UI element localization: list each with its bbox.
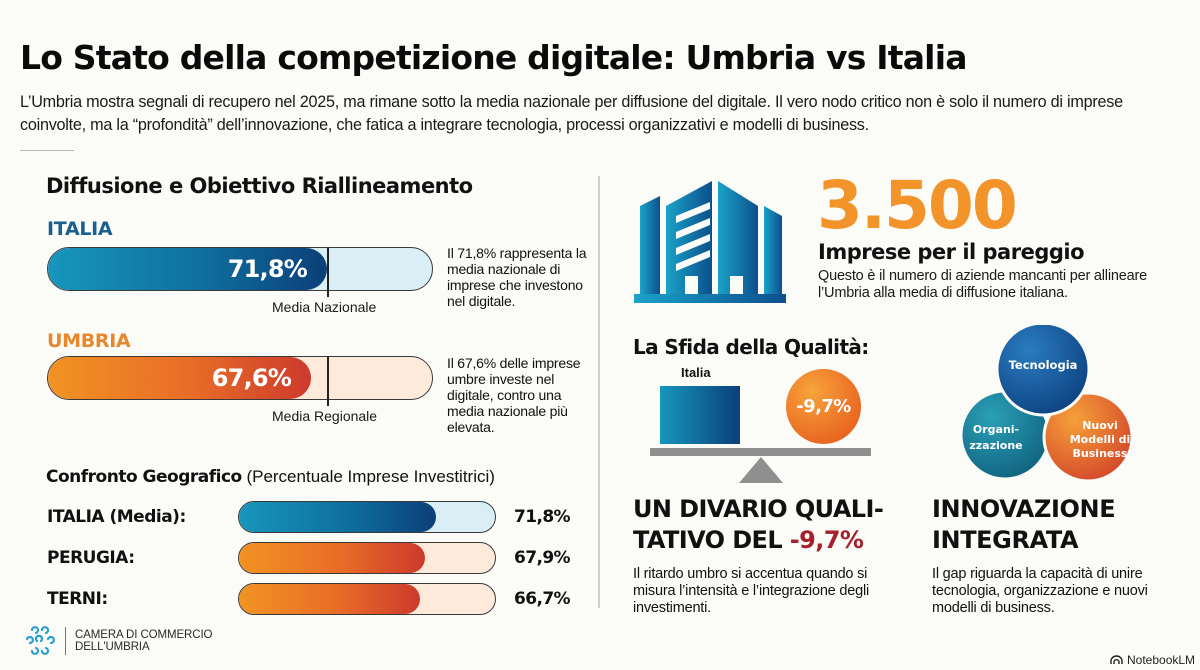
building-icon xyxy=(634,181,786,303)
camera-commercio-logo: CAMERA DI COMMERCIO DELL'UMBRIA xyxy=(22,624,212,658)
umbria-note: Il 67,6% delle imprese umbre investe nel… xyxy=(447,355,581,435)
logo-line-2: DELL'UMBRIA xyxy=(75,641,150,653)
venn-label-organizzazione-1: Organi- xyxy=(973,423,1019,436)
geo-bar-fill xyxy=(239,584,420,614)
venn-label-organizzazione-2: zzazione xyxy=(969,439,1022,452)
innovazione-line-1: INNOVAZIONE xyxy=(932,495,1116,523)
divario-headline: UN DIVARIO QUALI- TATIVO DEL -9,7% xyxy=(633,494,903,556)
geo-row-value: 66,7% xyxy=(514,589,571,609)
stat-description: Questo è il numero di aziende mancanti p… xyxy=(818,268,1147,301)
watermark-text: NotebookLM xyxy=(1127,653,1196,667)
scale-italia-block xyxy=(660,386,740,444)
scale-gap-value: -9,7% xyxy=(796,396,851,417)
venn-circle-business xyxy=(1042,391,1134,483)
scale-fulcrum-icon xyxy=(739,457,783,483)
venn-label-business-1: Nuovi xyxy=(1082,419,1118,432)
umbria-progress-bar: 67,6% xyxy=(47,356,433,400)
vertical-divider xyxy=(598,176,600,608)
geo-row-value: 67,9% xyxy=(514,548,571,568)
umbria-marker-line xyxy=(327,356,329,406)
italia-marker-line xyxy=(327,247,329,297)
geo-row-value: 71,8% xyxy=(514,507,571,527)
geo-bar-italia xyxy=(238,501,496,533)
scale-beam xyxy=(650,448,871,456)
quality-title: La Sfida della Qualità: xyxy=(633,335,869,359)
italia-caption: Media Nazionale xyxy=(272,299,377,315)
umbria-bar-value: 67,6% xyxy=(211,364,292,392)
logo-separator xyxy=(65,627,66,655)
geo-bar-fill xyxy=(239,502,436,532)
divario-line-1: UN DIVARIO QUALI- xyxy=(633,495,884,523)
stat-number: 3.500 xyxy=(817,167,1018,244)
italia-label: ITALIA xyxy=(47,218,113,240)
innovazione-line-2: INTEGRATA xyxy=(932,526,1079,554)
section-title-diffusione: Diffusione e Obiettivo Riallineamento xyxy=(46,174,473,198)
notebooklm-watermark: NotebookLM xyxy=(1110,653,1195,667)
confronto-title-rest: (Percentuale Imprese Investitrici) xyxy=(241,467,495,486)
umbria-bar-fill: 67,6% xyxy=(48,357,311,399)
italia-progress-bar: 71,8% xyxy=(47,247,433,291)
notebooklm-icon xyxy=(1110,655,1123,664)
geo-row-label: PERUGIA: xyxy=(47,548,135,568)
camera-logo-icon xyxy=(25,626,55,655)
geo-row-label: TERNI: xyxy=(47,589,108,609)
scale-gap-circle: -9,7% xyxy=(786,369,861,444)
page-subtitle: L’Umbria mostra segnali di recupero nel … xyxy=(20,93,1123,134)
innovazione-description: Il gap riguarda la capacità di unire tec… xyxy=(932,566,1148,616)
geo-row-label: ITALIA (Media): xyxy=(47,507,186,527)
italia-bar-fill: 71,8% xyxy=(48,248,327,290)
venn-label-tecnologia: Tecnologia xyxy=(1009,358,1078,372)
section-title-confronto: Confronto Geografico (Percentuale Impres… xyxy=(46,467,495,487)
divario-line-2: TATIVO DEL xyxy=(633,526,790,554)
geo-bar-fill xyxy=(239,543,425,573)
innovation-venn-diagram: Tecnologia Organi- zzazione Nuovi Modell… xyxy=(959,325,1134,483)
page-title: Lo Stato della competizione digitale: Um… xyxy=(20,38,967,77)
venn-label-business-2: Modelli di xyxy=(1070,433,1131,446)
innovazione-headline: INNOVAZIONE INTEGRATA xyxy=(932,494,1116,556)
scale-italia-label: Italia xyxy=(681,365,711,380)
divider-short xyxy=(20,150,74,151)
venn-label-business-3: Business xyxy=(1073,447,1128,460)
umbria-caption: Media Regionale xyxy=(272,408,378,424)
confronto-title-bold: Confronto Geografico xyxy=(46,467,242,487)
stat-label: Imprese per il pareggio xyxy=(818,240,1085,264)
italia-note: Il 71,8% rappresenta la media nazionale … xyxy=(447,245,587,309)
umbria-label: UMBRIA xyxy=(47,330,131,352)
venn-circle-tecnologia xyxy=(995,325,1091,417)
divario-value: -9,7% xyxy=(789,526,864,554)
divario-description: Il ritardo umbro si accentua quando si m… xyxy=(633,566,870,616)
logo-text: CAMERA DI COMMERCIO DELL'UMBRIA xyxy=(75,629,212,654)
italia-bar-value: 71,8% xyxy=(227,255,308,283)
geo-bar-terni xyxy=(238,583,496,615)
geo-bar-perugia xyxy=(238,542,496,574)
logo-line-1: CAMERA DI COMMERCIO xyxy=(75,628,213,641)
